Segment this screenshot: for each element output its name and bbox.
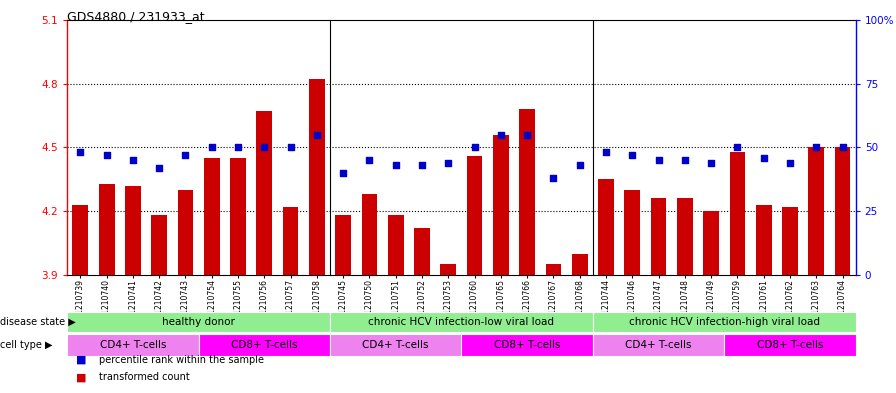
Point: [283, 144, 297, 151]
Bar: [67, 312, 330, 332]
Point: [494, 132, 508, 138]
Point: [125, 157, 140, 163]
Bar: [808, 147, 824, 275]
Bar: [73, 205, 88, 275]
Bar: [441, 264, 456, 275]
Point: [336, 170, 350, 176]
Point: [625, 152, 640, 158]
Bar: [177, 190, 194, 275]
Point: [204, 144, 219, 151]
Point: [99, 152, 114, 158]
Bar: [835, 147, 850, 275]
Point: [73, 149, 88, 156]
Bar: [572, 254, 588, 275]
Bar: [650, 198, 667, 275]
Point: [809, 144, 823, 151]
Text: cell type ▶: cell type ▶: [0, 340, 53, 350]
Text: ■: ■: [76, 372, 87, 382]
Point: [362, 157, 376, 163]
Point: [835, 144, 849, 151]
Point: [547, 175, 561, 181]
Bar: [493, 135, 509, 275]
Text: percentile rank within the sample: percentile rank within the sample: [99, 354, 263, 365]
Point: [573, 162, 587, 169]
Bar: [593, 312, 856, 332]
Bar: [335, 215, 351, 275]
Bar: [151, 215, 167, 275]
Text: chronic HCV infection-low viral load: chronic HCV infection-low viral load: [368, 317, 555, 327]
Text: transformed count: transformed count: [99, 372, 189, 382]
Point: [756, 154, 771, 161]
Text: ■: ■: [76, 354, 87, 365]
Bar: [756, 205, 771, 275]
Point: [677, 157, 692, 163]
Bar: [677, 198, 693, 275]
Bar: [283, 207, 298, 275]
Bar: [204, 158, 220, 275]
Text: CD8+ T-cells: CD8+ T-cells: [231, 340, 297, 350]
Bar: [467, 156, 482, 275]
Text: CD4+ T-cells: CD4+ T-cells: [99, 340, 166, 350]
Bar: [330, 312, 593, 332]
Bar: [599, 179, 614, 275]
Text: CD4+ T-cells: CD4+ T-cells: [625, 340, 692, 350]
Bar: [461, 334, 593, 356]
Bar: [703, 211, 719, 275]
Bar: [414, 228, 430, 275]
Text: disease state ▶: disease state ▶: [0, 317, 76, 327]
Point: [520, 132, 534, 138]
Text: healthy donor: healthy donor: [162, 317, 235, 327]
Bar: [230, 158, 246, 275]
Text: CD4+ T-cells: CD4+ T-cells: [363, 340, 429, 350]
Bar: [256, 111, 272, 275]
Bar: [729, 152, 745, 275]
Bar: [782, 207, 797, 275]
Point: [178, 152, 193, 158]
Bar: [724, 334, 856, 356]
Bar: [362, 194, 377, 275]
Bar: [546, 264, 561, 275]
Text: CD8+ T-cells: CD8+ T-cells: [757, 340, 823, 350]
Bar: [330, 334, 461, 356]
Bar: [593, 334, 724, 356]
Text: GDS4880 / 231933_at: GDS4880 / 231933_at: [67, 10, 205, 23]
Point: [389, 162, 403, 169]
Point: [415, 162, 429, 169]
Bar: [199, 334, 330, 356]
Point: [704, 160, 719, 166]
Point: [441, 160, 455, 166]
Point: [651, 157, 666, 163]
Bar: [125, 185, 141, 275]
Bar: [309, 79, 324, 275]
Point: [783, 160, 797, 166]
Bar: [67, 334, 199, 356]
Point: [257, 144, 271, 151]
Point: [231, 144, 246, 151]
Bar: [625, 190, 640, 275]
Text: CD8+ T-cells: CD8+ T-cells: [494, 340, 560, 350]
Point: [152, 165, 167, 171]
Point: [730, 144, 745, 151]
Bar: [520, 109, 535, 275]
Point: [599, 149, 613, 156]
Text: chronic HCV infection-high viral load: chronic HCV infection-high viral load: [629, 317, 820, 327]
Point: [468, 144, 482, 151]
Point: [310, 132, 324, 138]
Bar: [388, 215, 403, 275]
Bar: [99, 184, 115, 275]
